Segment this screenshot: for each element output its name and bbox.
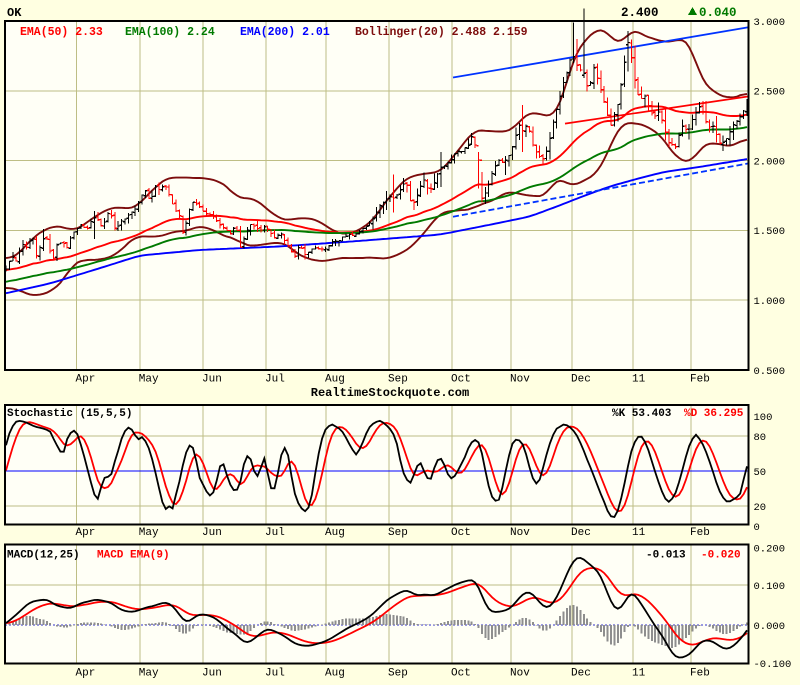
svg-text:May: May bbox=[139, 668, 159, 680]
svg-text:Sep: Sep bbox=[388, 527, 408, 539]
svg-text:Jun: Jun bbox=[202, 374, 222, 386]
svg-text:Jun: Jun bbox=[202, 668, 222, 680]
svg-text:RealtimeStockquote.com: RealtimeStockquote.com bbox=[311, 386, 469, 400]
svg-text:1.500: 1.500 bbox=[754, 226, 786, 238]
svg-text:Jun: Jun bbox=[202, 527, 222, 539]
svg-text:EMA(200) 2.01: EMA(200) 2.01 bbox=[240, 26, 330, 39]
svg-text:100: 100 bbox=[754, 412, 773, 424]
svg-text:80: 80 bbox=[754, 432, 767, 444]
svg-text:11: 11 bbox=[632, 668, 646, 680]
svg-text:Apr: Apr bbox=[76, 374, 96, 386]
svg-text:Nov: Nov bbox=[510, 668, 530, 680]
svg-text:Jul: Jul bbox=[265, 527, 285, 539]
svg-text:-0.013: -0.013 bbox=[646, 550, 686, 562]
svg-text:Dec: Dec bbox=[571, 668, 591, 680]
svg-text:Dec: Dec bbox=[571, 374, 591, 386]
svg-text:Dec: Dec bbox=[571, 527, 591, 539]
svg-text:Bollinger(20) 2.488 2.159: Bollinger(20) 2.488 2.159 bbox=[355, 26, 528, 39]
svg-text:Feb: Feb bbox=[690, 527, 710, 539]
svg-text:%K 53.403: %K 53.403 bbox=[612, 408, 672, 420]
svg-text:Apr: Apr bbox=[76, 668, 96, 680]
svg-text:0.000: 0.000 bbox=[754, 621, 786, 633]
svg-text:Apr: Apr bbox=[76, 527, 96, 539]
svg-text:3.000: 3.000 bbox=[754, 17, 786, 29]
svg-text:Aug: Aug bbox=[325, 668, 345, 680]
svg-text:EMA(50) 2.33: EMA(50) 2.33 bbox=[20, 26, 103, 39]
svg-text:Aug: Aug bbox=[325, 527, 345, 539]
svg-text:Oct: Oct bbox=[451, 668, 471, 680]
svg-text:Jul: Jul bbox=[265, 374, 285, 386]
svg-text:50: 50 bbox=[754, 467, 767, 479]
svg-text:2.500: 2.500 bbox=[754, 87, 786, 99]
svg-text:2.400: 2.400 bbox=[621, 6, 659, 20]
svg-text:0: 0 bbox=[754, 522, 760, 534]
svg-text:1.000: 1.000 bbox=[754, 296, 786, 308]
svg-text:11: 11 bbox=[632, 527, 646, 539]
svg-text:MACD EMA(9): MACD EMA(9) bbox=[97, 550, 170, 562]
svg-text:May: May bbox=[139, 527, 159, 539]
svg-text:May: May bbox=[139, 374, 159, 386]
svg-text:2.000: 2.000 bbox=[754, 156, 786, 168]
svg-text:Feb: Feb bbox=[690, 668, 710, 680]
svg-text:11: 11 bbox=[632, 374, 646, 386]
svg-text:Nov: Nov bbox=[510, 374, 530, 386]
svg-text:0.100: 0.100 bbox=[754, 581, 786, 593]
svg-text:Nov: Nov bbox=[510, 527, 530, 539]
svg-text:Sep: Sep bbox=[388, 668, 408, 680]
svg-text:EMA(100) 2.24: EMA(100) 2.24 bbox=[125, 26, 215, 39]
svg-text:Stochastic (15,5,5): Stochastic (15,5,5) bbox=[7, 408, 132, 420]
svg-text:20: 20 bbox=[754, 502, 767, 514]
svg-text:Jul: Jul bbox=[265, 668, 285, 680]
svg-text:Aug: Aug bbox=[325, 374, 345, 386]
svg-text:Sep: Sep bbox=[388, 374, 408, 386]
svg-text:OK: OK bbox=[7, 6, 22, 20]
svg-text:Oct: Oct bbox=[451, 374, 471, 386]
svg-text:0.040: 0.040 bbox=[699, 6, 737, 20]
svg-text:0.200: 0.200 bbox=[754, 544, 786, 556]
svg-text:Feb: Feb bbox=[690, 374, 710, 386]
svg-text:Oct: Oct bbox=[451, 527, 471, 539]
svg-text:%D 36.295: %D 36.295 bbox=[684, 408, 744, 420]
svg-text:-0.020: -0.020 bbox=[701, 550, 741, 562]
svg-text:0.500: 0.500 bbox=[754, 366, 786, 378]
svg-text:-0.100: -0.100 bbox=[754, 659, 792, 671]
svg-text:MACD(12,25): MACD(12,25) bbox=[7, 550, 80, 562]
